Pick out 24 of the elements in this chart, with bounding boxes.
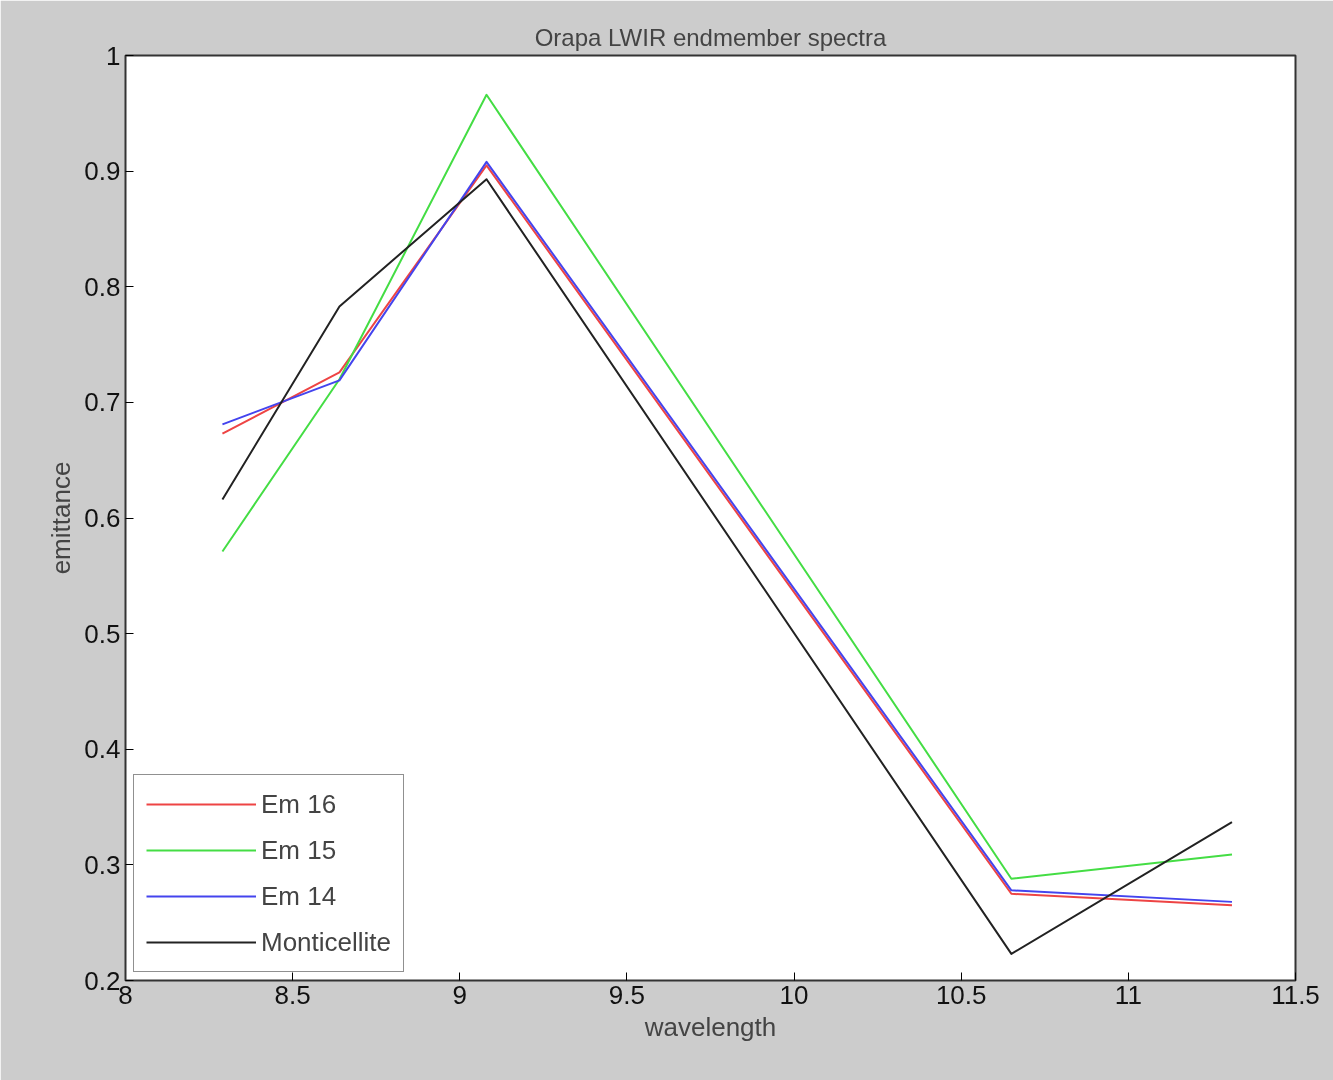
y-tick-label: 0.2 (84, 965, 121, 996)
y-tick-label: 0.9 (84, 156, 121, 187)
x-tick-label: 10.5 (935, 979, 987, 1010)
y-axis-title: emittance (46, 461, 77, 575)
chart-title: Orapa LWIR endmember spectra (534, 23, 887, 51)
y-tick-label: 0.6 (84, 503, 121, 533)
x-tick-label: 11 (1114, 979, 1142, 1010)
legend-label: Em 16 (261, 787, 337, 821)
x-tick-label: 8.5 (274, 979, 311, 1010)
x-tick-label: 9 (452, 979, 468, 1010)
y-tick-label: 1 (106, 40, 121, 71)
x-tick-label: 8 (118, 979, 133, 1010)
y-tick-label: 0.7 (84, 387, 121, 418)
x-axis-title: wavelength (643, 1011, 777, 1042)
legend-label: Em 14 (261, 879, 337, 913)
x-tick-label: 10 (779, 979, 809, 1010)
y-tick-label: 0.5 (84, 618, 121, 649)
y-tick-label: 0.3 (84, 849, 121, 880)
x-tick-label: 9.5 (608, 979, 646, 1010)
x-tick-label: 11.5 (1271, 979, 1320, 1010)
y-tick-label: 0.4 (84, 734, 121, 765)
legend-label: Monticellite (261, 925, 392, 959)
legend-label: Em 15 (261, 833, 337, 867)
y-tick-label: 0.8 (84, 271, 121, 302)
